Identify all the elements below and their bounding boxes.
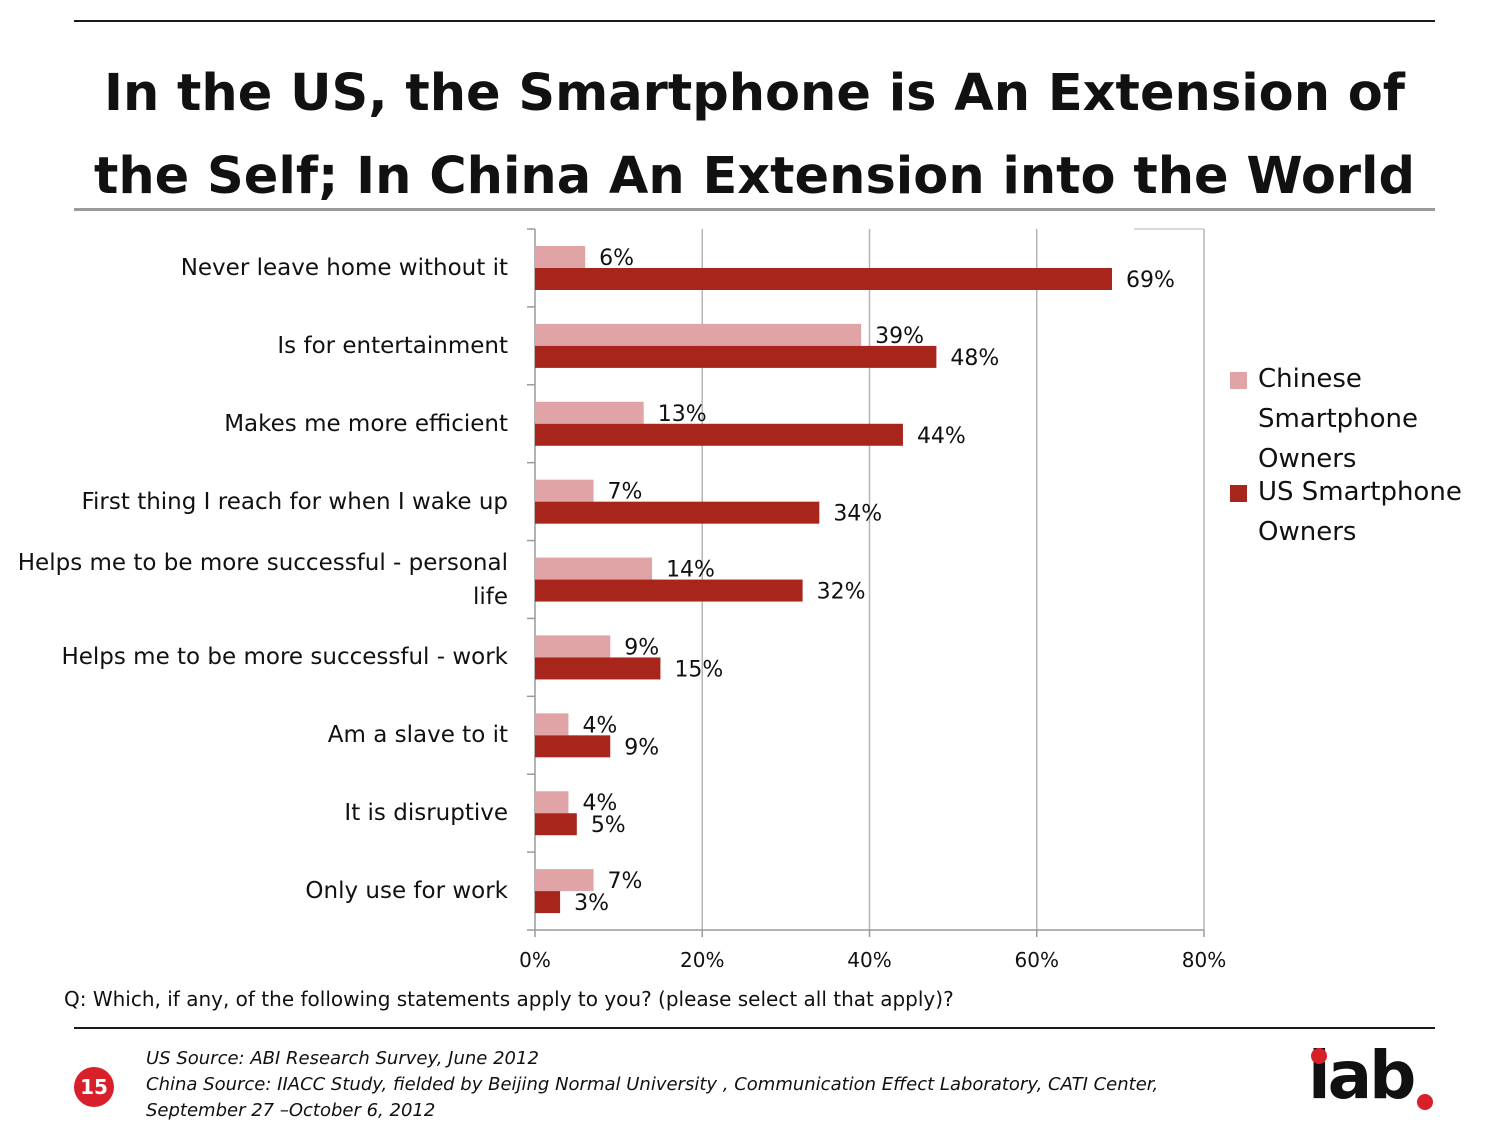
bar-us xyxy=(535,579,803,602)
legend-label-us: US Smartphone Owners xyxy=(1258,477,1462,547)
data-label-us: 48% xyxy=(950,346,999,371)
category-label: Only use for work xyxy=(305,878,508,905)
bar-us xyxy=(535,891,561,914)
data-label-chinese: 13% xyxy=(658,402,707,427)
bar-us xyxy=(535,501,820,524)
category-label: First thing I reach for when I wake up xyxy=(81,488,508,515)
bar-chinese xyxy=(535,635,611,658)
data-label-chinese: 7% xyxy=(608,480,643,505)
top-rule xyxy=(74,20,1435,22)
bar-chinese xyxy=(535,713,569,736)
bar-chinese xyxy=(535,246,586,268)
source-notes: US Source: ABI Research Survey, June 201… xyxy=(146,1046,1226,1124)
legend-swatch-chinese xyxy=(1230,372,1247,389)
data-label-us: 44% xyxy=(917,424,966,449)
data-label-chinese: 39% xyxy=(875,324,924,349)
category-label: Never leave home without it xyxy=(180,255,508,281)
data-label-chinese: 4% xyxy=(582,791,617,816)
bar-us xyxy=(535,657,661,680)
category-label: Makes me more efficient xyxy=(224,410,508,437)
data-label-chinese: 4% xyxy=(582,713,617,738)
page-number-badge: 15 xyxy=(74,1067,114,1107)
data-label-us: 5% xyxy=(591,813,626,838)
source-line-china: China Source: IIACC Study, fielded by Be… xyxy=(146,1074,1159,1095)
footer-rule xyxy=(74,1027,1435,1029)
category-label: It is disruptive xyxy=(344,800,508,827)
logo-period-icon xyxy=(1417,1094,1433,1110)
category-label: Helps me to be more successful - persona… xyxy=(17,549,508,610)
bar-chinese xyxy=(535,791,569,814)
bar-chinese xyxy=(535,323,862,346)
legend-swatch-us xyxy=(1230,485,1247,502)
category-label: Is for entertainment xyxy=(277,332,508,359)
x-tick-label: 20% xyxy=(680,948,724,972)
bar-us xyxy=(535,813,577,836)
bar-us xyxy=(535,735,611,758)
bar-us xyxy=(535,345,937,368)
category-label: Am a slave to it xyxy=(327,722,508,749)
slide-title: In the US, the Smartphone is An Extensio… xyxy=(94,64,1415,206)
bar-chinese xyxy=(535,401,644,424)
data-label-chinese: 9% xyxy=(624,635,659,660)
x-tick-label: 80% xyxy=(1182,948,1226,972)
data-label-us: 15% xyxy=(674,657,723,682)
logo-dot-icon xyxy=(1311,1048,1327,1064)
bar-chinese xyxy=(535,869,594,892)
bar-chinese xyxy=(535,479,594,502)
data-label-us: 9% xyxy=(624,735,659,760)
source-line-us: US Source: ABI Research Survey, June 201… xyxy=(146,1048,539,1069)
legend-label-chinese: Chinese Smartphone Owners xyxy=(1258,364,1419,474)
title-rule xyxy=(74,208,1435,211)
category-label: Helps me to be more successful - work xyxy=(61,644,508,671)
x-tick-label: 60% xyxy=(1015,948,1059,972)
bar-us xyxy=(535,268,1113,290)
source-line-dates: September 27 –October 6, 2012 xyxy=(146,1100,436,1121)
logo-wordmark: iab xyxy=(1308,1037,1416,1114)
data-label-us: 69% xyxy=(1126,268,1175,293)
data-label-chinese: 7% xyxy=(608,869,643,894)
data-label-us: 3% xyxy=(574,891,609,916)
data-label-us: 34% xyxy=(833,502,882,527)
x-tick-label: 40% xyxy=(847,948,891,972)
data-label-us: 32% xyxy=(817,580,866,605)
bar-chinese xyxy=(535,557,653,580)
iab-logo: iab xyxy=(1300,1037,1440,1118)
survey-question: Q: Which, if any, of the following state… xyxy=(64,987,954,1011)
bar-us xyxy=(535,423,903,446)
data-label-chinese: 6% xyxy=(599,246,634,271)
x-tick-label: 0% xyxy=(519,948,551,972)
data-label-chinese: 14% xyxy=(666,558,715,583)
